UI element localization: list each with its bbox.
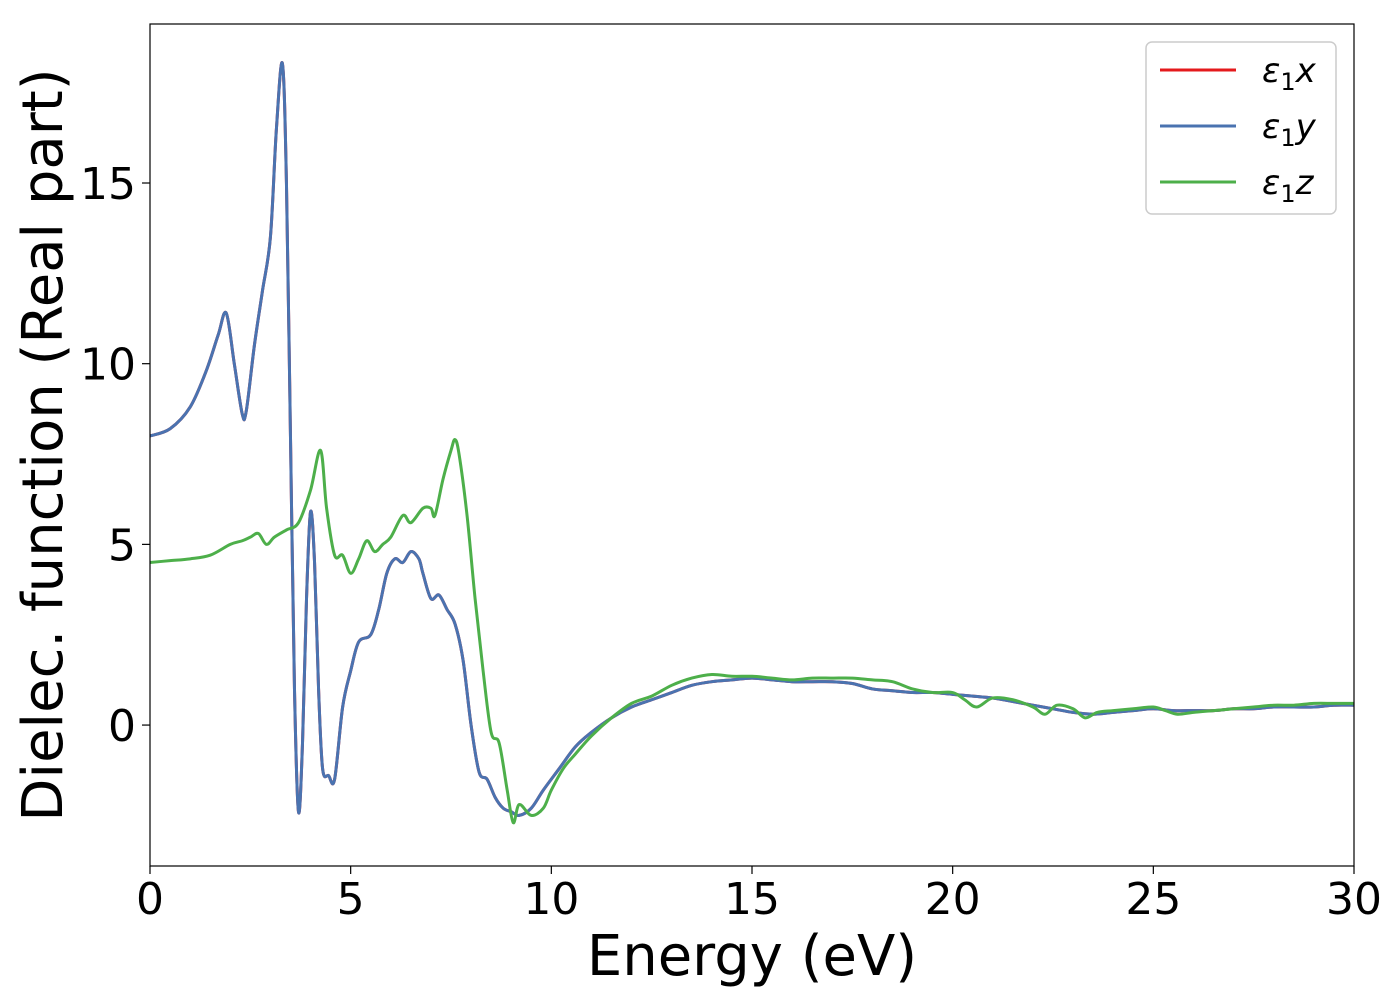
x-tick-label: 25: [1125, 874, 1181, 925]
y-axis-ticks: 0 5 10 15: [80, 159, 150, 752]
legend-label-component: y: [1295, 107, 1317, 147]
x-tick-label: 10: [523, 874, 579, 925]
x-axis-ticks: 0 5 10 15 20 25 30: [136, 866, 1382, 925]
series-lines: [150, 61, 1354, 825]
series-line-3: [150, 438, 1354, 825]
legend-label-main: ε: [1262, 51, 1280, 91]
series-line-2: [150, 61, 1354, 817]
legend-label-subscript: 1: [1280, 180, 1295, 208]
y-tick-label: 0: [108, 701, 136, 752]
x-tick-label: 30: [1326, 874, 1382, 925]
y-tick-label: 15: [80, 159, 136, 210]
legend-box: [1145, 41, 1337, 215]
legend-label-subscript: 1: [1280, 124, 1295, 152]
legend-label-component: z: [1295, 163, 1315, 203]
x-tick-label: 20: [925, 874, 981, 925]
legend-label: ε1x: [1262, 51, 1317, 96]
x-tick-label: 5: [337, 874, 365, 925]
legend-label-component: x: [1295, 51, 1317, 91]
y-tick-label: 5: [108, 520, 136, 571]
legend-label: ε1z: [1262, 163, 1315, 208]
x-axis-label: Energy (eV): [587, 924, 917, 989]
legend-label-main: ε: [1262, 107, 1280, 147]
legend-label: ε1y: [1262, 107, 1317, 152]
x-tick-label: 15: [724, 874, 780, 925]
legend-label-subscript: 1: [1280, 68, 1295, 96]
x-tick-label: 0: [136, 874, 164, 925]
legend-label-main: ε: [1262, 163, 1280, 203]
y-axis-label: Dielec. function (Real part): [11, 68, 76, 821]
y-tick-label: 10: [80, 340, 136, 391]
